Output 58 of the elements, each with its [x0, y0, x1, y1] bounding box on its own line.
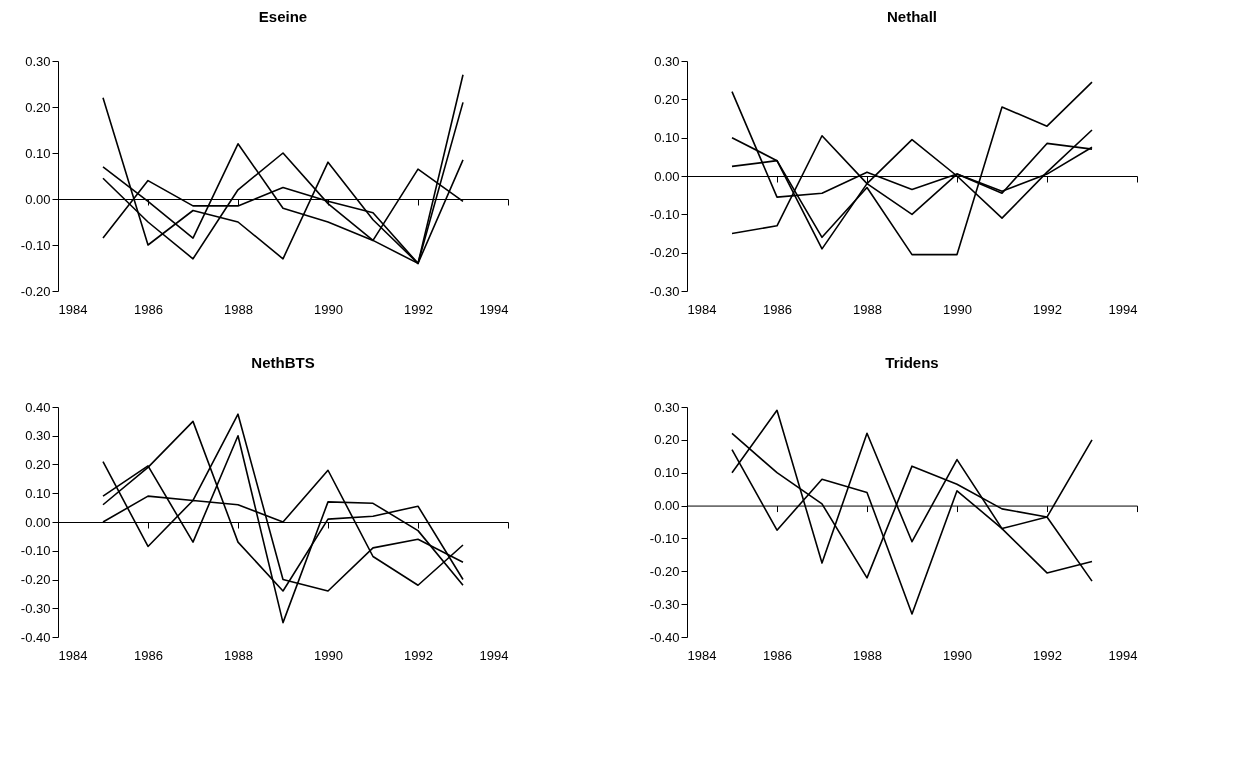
y-tick-label: -0.40 — [649, 629, 680, 645]
y-tick-label: -0.30 — [649, 283, 680, 299]
y-tick-label: -0.20 — [649, 245, 680, 261]
y-tick-label: -0.20 — [649, 563, 680, 579]
y-tick-label: 0.00 — [654, 168, 680, 184]
x-tick-label: 1992 — [1033, 647, 1062, 663]
x-tick-label: 1986 — [134, 647, 163, 663]
x-tick-label: 1984 — [58, 647, 88, 663]
x-tick-label: 1984 — [58, 301, 88, 317]
y-tick-label: 0.30 — [654, 53, 680, 69]
y-tick-label: 0.00 — [25, 514, 51, 530]
x-tick-label: 1994 — [479, 647, 509, 663]
x-tick-label: 1986 — [134, 301, 163, 317]
x-tick-label: 1990 — [943, 647, 972, 663]
x-tick-label: 1984 — [687, 301, 717, 317]
chart-title: Nethall — [886, 8, 938, 25]
y-tick-label: -0.10 — [649, 206, 680, 222]
y-tick-label: 0.10 — [25, 145, 51, 161]
y-tick-label: 0.10 — [654, 130, 680, 146]
y-tick-label: 0.30 — [25, 53, 51, 69]
x-tick-label: 1990 — [943, 301, 972, 317]
y-tick-label: -0.30 — [649, 596, 680, 612]
y-tick-label: 0.00 — [25, 191, 51, 207]
x-tick-label: 1984 — [687, 647, 717, 663]
y-tick-label: 0.20 — [25, 457, 51, 472]
y-tick-label: -0.20 — [20, 283, 51, 299]
y-tick-label: 0.30 — [654, 399, 680, 415]
x-tick-label: 1990 — [314, 301, 343, 317]
x-tick-label: 1990 — [314, 647, 343, 663]
x-tick-label: 1988 — [224, 301, 253, 317]
y-tick-label: -0.40 — [20, 629, 51, 645]
y-tick-label: 0.20 — [654, 91, 680, 107]
x-tick-label: 1992 — [404, 647, 433, 663]
y-tick-label: -0.20 — [20, 572, 51, 587]
y-tick-label: -0.10 — [649, 530, 680, 546]
y-tick-label: -0.10 — [20, 543, 51, 559]
x-tick-label: 1988 — [853, 301, 882, 317]
y-tick-label: 0.00 — [654, 498, 680, 514]
y-tick-label: 0.20 — [654, 432, 680, 448]
y-tick-label: 0.30 — [25, 428, 51, 444]
chart-title: Eseine — [258, 8, 308, 25]
x-tick-label: 1986 — [763, 301, 792, 317]
chart-title: Tridens — [885, 354, 939, 371]
x-tick-label: 1994 — [1108, 301, 1138, 317]
y-tick-label: 0.10 — [654, 465, 680, 481]
chart-title: NethBTS — [251, 354, 315, 371]
y-tick-label: 0.10 — [25, 485, 51, 501]
y-tick-label: 0.40 — [25, 399, 51, 415]
x-tick-label: 1992 — [1033, 301, 1062, 317]
y-tick-label: -0.10 — [20, 237, 51, 253]
x-tick-label: 1994 — [479, 301, 509, 317]
y-tick-label: -0.30 — [20, 600, 51, 616]
x-tick-label: 1988 — [853, 647, 882, 663]
x-tick-label: 1986 — [763, 647, 792, 663]
x-tick-label: 1992 — [404, 301, 433, 317]
x-tick-label: 1994 — [1108, 647, 1138, 663]
y-tick-label: 0.20 — [25, 99, 51, 115]
x-tick-label: 1988 — [224, 647, 253, 663]
